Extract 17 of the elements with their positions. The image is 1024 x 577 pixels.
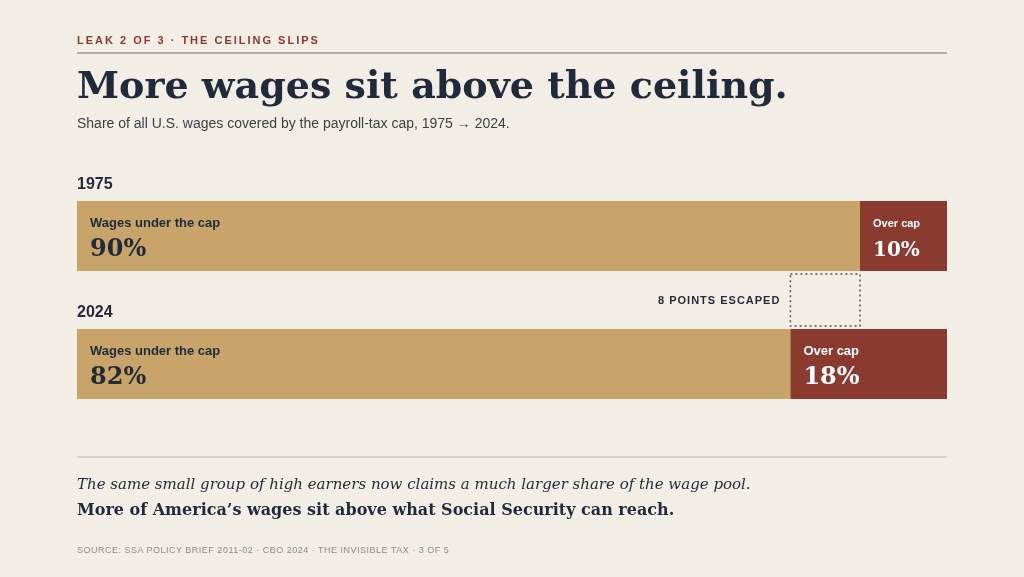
y-tick-label: 2024 bbox=[77, 303, 113, 320]
chart-subtitle: Share of all U.S. wages covered by the payroll-tax cap, 1975 → 2024. bbox=[77, 115, 510, 131]
text: LEAK 2 OF 3 · THE CEILING SLIPS bbox=[77, 34, 320, 46]
data-label: 10% bbox=[873, 237, 920, 261]
text: More of America’s wages sit above what Social Security can reach. bbox=[77, 500, 675, 519]
text: The same small group of high earners now claims a much larger share of the wage pool. bbox=[77, 475, 751, 493]
data-label: 82% bbox=[90, 361, 147, 390]
data-label: 90% bbox=[90, 233, 147, 262]
series-label: Over cap bbox=[873, 217, 921, 229]
chart-title: More wages sit above the ceiling. bbox=[77, 62, 788, 107]
text: Wages under the cap bbox=[90, 343, 221, 358]
data-label: 18% bbox=[803, 361, 860, 390]
text: Over cap bbox=[803, 343, 860, 358]
series-label: Wages under the cap bbox=[90, 215, 221, 230]
y-tick-label: 1975 bbox=[77, 175, 113, 192]
annotation: 8 POINTS ESCAPED bbox=[658, 294, 781, 306]
source-note: SOURCE: SSA POLICY BRIEF 2011-02 · CBO 2024 · THE INVISIBLE TAX · 3 OF 5 bbox=[77, 545, 450, 555]
